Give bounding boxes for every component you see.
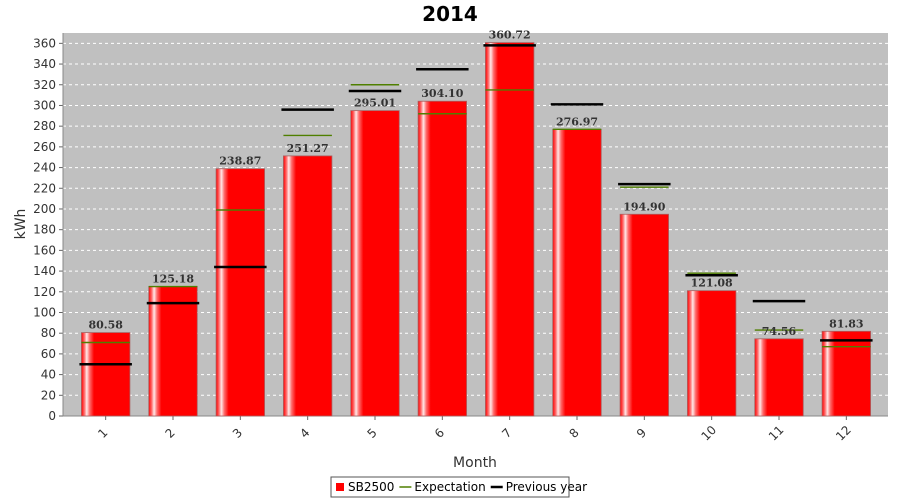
y-axis: 0 20 40 60 80 100 120 140 160 180 200 220 240 260 280 3… [33,33,64,423]
data-label: 295.01 [354,97,396,110]
x-tick-label: 10 [698,423,719,444]
y-tick-label: 300 [33,98,56,112]
bar [619,213,669,417]
data-label: 360.72 [489,29,531,42]
legend-box [330,476,570,498]
bar [81,332,131,417]
x-tick-label: 2 [163,426,178,441]
y-tick-label: 360 [33,36,56,50]
data-label: 125.18 [152,272,194,285]
x-tick-label: 12 [833,423,854,444]
x-tick-label: 5 [365,426,380,441]
x-tick-label: 3 [230,426,245,441]
data-label: 238.87 [219,155,261,168]
y-tick-label: 80 [41,326,56,340]
x-axis: 1 2 3 4 5 6 7 8 9 10 11 12 [63,415,888,444]
y-tick-label: 280 [33,119,56,133]
bar [350,110,400,417]
x-tick-label: 9 [634,426,649,441]
y-tick-label: 180 [33,223,56,237]
x-tick-label: 1 [95,426,110,441]
y-tick-label: 20 [41,388,56,402]
bar [754,338,804,417]
y-tick-label: 240 [33,161,56,175]
bar [687,290,737,417]
bar [148,286,198,417]
y-tick-label: 40 [41,368,56,382]
x-tick-label: 11 [766,423,787,444]
x-tick-label: 6 [432,426,447,441]
plot-area [63,33,888,416]
x-tick-label: 4 [297,426,312,441]
y-tick-label: 160 [33,243,56,257]
bar [552,128,602,417]
markers [79,44,873,366]
y-tick-label: 60 [41,347,56,361]
x-tick-label: 7 [499,426,514,441]
x-axis-title: Month [453,455,497,471]
y-tick-label: 260 [33,140,56,154]
data-label: 80.58 [88,319,123,332]
legend-label: SB2500 [348,480,394,494]
bar [215,168,265,417]
bar [485,42,535,417]
legend-label: Expectation [414,480,485,494]
data-labels: 80.58 125.18 238.87 251.27 295.01 304.10 360.7… [88,29,863,338]
y-tick-label: 140 [33,264,56,278]
data-label: 194.90 [623,200,665,213]
legend-label: Previous year [506,480,587,494]
chart-title: 2014 [422,2,478,26]
data-label: 81.83 [829,317,863,330]
y-tick-label: 320 [33,78,56,92]
y-tick-label: 0 [48,409,56,423]
y-tick-label: 220 [33,181,56,195]
y-tick-label: 100 [33,305,56,319]
y-axis-title: kWh [13,209,29,240]
data-label: 304.10 [421,87,463,100]
y-tick-label: 120 [33,285,56,299]
data-label: 121.08 [691,277,733,290]
bar [283,155,333,417]
y-tick-label: 200 [33,202,56,216]
data-label: 74.56 [762,325,797,338]
y-tick-label: 340 [33,57,56,71]
x-tick-label: 8 [567,426,582,441]
legend-swatch [336,483,344,491]
bar [821,330,871,417]
bar [417,100,467,417]
data-label: 276.97 [556,115,598,128]
data-label: 251.27 [287,142,329,155]
legend: SB2500 Expectation Previous year [330,476,587,498]
